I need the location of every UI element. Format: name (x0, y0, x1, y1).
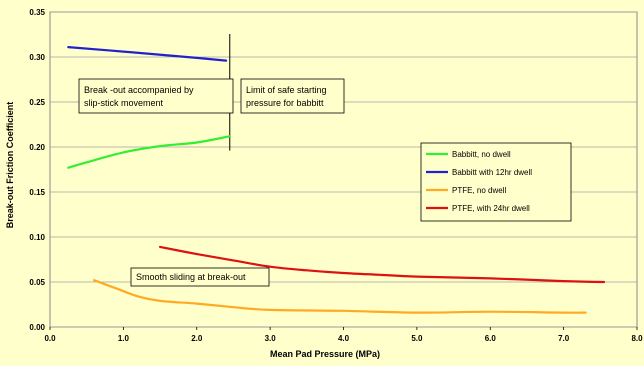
legend-label-babbitt-no-dwell: Babbitt, no dwell (452, 150, 511, 159)
series-line-babbitt-no-dwell (67, 135, 231, 169)
annotation-text: Break -out accompanied by (84, 85, 194, 95)
x-tick-label: 7.0 (558, 334, 570, 343)
series-line-ptfe-with-24hr-dwell (159, 245, 606, 284)
legend: Babbitt, no dwell Babbitt with 12hr dwel… (420, 142, 572, 222)
annotation-text: Limit of safe starting (246, 85, 327, 95)
x-tick-label: 0.0 (44, 334, 56, 343)
annotation-smooth-sliding: Smooth sliding at break-out (130, 267, 270, 287)
y-tick-label: 0.35 (29, 8, 45, 17)
legend-label-babbitt-12hr: Babbitt with 12hr dwell (452, 168, 532, 177)
x-tick-label: 6.0 (485, 334, 497, 343)
series-group (67, 46, 606, 314)
x-axis: 0.0 1.0 2.0 3.0 4.0 5.0 6.0 7.0 8.0 (44, 327, 643, 343)
legend-label-ptfe-24hr: PTFE, with 24hr dwell (452, 204, 530, 213)
x-tick-label: 1.0 (118, 334, 130, 343)
x-tick-label: 5.0 (411, 334, 423, 343)
annotation-safe-limit: Limit of safe starting pressure for babb… (240, 78, 345, 114)
x-axis-title: Mean Pad Pressure (MPa) (270, 349, 380, 359)
x-tick-label: 2.0 (191, 334, 203, 343)
series-line-babbitt-with-12hr-dwell (67, 46, 228, 62)
annotation-text: pressure for babbitt (246, 98, 324, 108)
annotation-box (130, 267, 270, 287)
annotation-box (78, 78, 234, 114)
y-tick-label: 0.00 (29, 323, 45, 332)
y-tick-label: 0.05 (29, 278, 45, 287)
y-tick-label: 0.20 (29, 143, 45, 152)
legend-label-ptfe-no-dwell: PTFE, no dwell (452, 186, 506, 195)
y-tick-label: 0.30 (29, 53, 45, 62)
y-tick-label: 0.15 (29, 188, 45, 197)
annotation-text: Smooth sliding at break-out (136, 272, 246, 282)
y-tick-label: 0.10 (29, 233, 45, 242)
y-axis: 0.00 0.05 0.10 0.15 0.20 0.25 0.30 0.35 (29, 8, 45, 332)
x-tick-label: 3.0 (265, 334, 277, 343)
y-axis-title: Break-out Friction Coefficient (5, 102, 15, 229)
series-line-ptfe-no-dwell (92, 279, 587, 314)
x-tick-label: 4.0 (338, 334, 350, 343)
annotation-box (240, 78, 345, 114)
annotation-text: slip-stick movement (84, 98, 164, 108)
annotation-slip-stick: Break -out accompanied by slip-stick mov… (78, 78, 234, 114)
y-tick-label: 0.25 (29, 98, 45, 107)
x-tick-label: 8.0 (631, 334, 643, 343)
